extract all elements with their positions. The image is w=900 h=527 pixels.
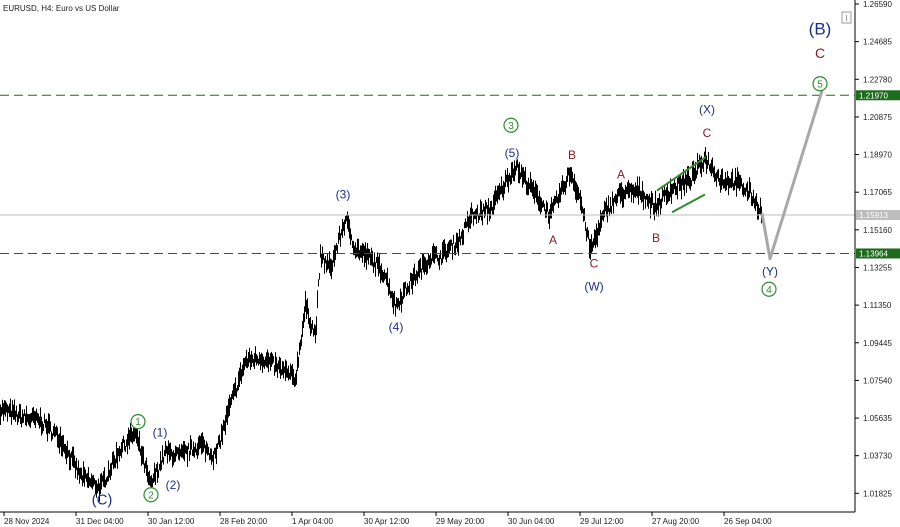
y-tick-label: 1.17065 — [863, 188, 892, 197]
wave-circle — [812, 76, 828, 92]
wave-circle — [130, 414, 146, 430]
y-tick-label: 1.05635 — [863, 414, 892, 423]
wave-label: (1) — [153, 426, 168, 440]
y-tick-label: 1.13255 — [863, 263, 892, 272]
level-price-label: 1.13964 — [859, 249, 888, 258]
y-tick-label: 1.22780 — [863, 75, 892, 84]
x-tick-label: 29 Jul 12:00 — [580, 517, 624, 526]
overlay-layer — [0, 90, 855, 261]
wave-label: 3 — [508, 121, 514, 132]
trend-line — [671, 193, 706, 214]
y-tick-label: 1.15160 — [863, 226, 892, 235]
y-tick-label: 1.24685 — [863, 38, 892, 47]
wave-labels: (C) 1 (1) (2) 2 (3) (4) 3 (5) A B C (W) A B (X) C (Y) 4 (B)… — [92, 19, 832, 508]
wave-label: (2) — [166, 478, 181, 492]
x-tick-label: 28 Feb 20:00 — [220, 517, 268, 526]
x-tick-label: 30 Apr 12:00 — [364, 517, 410, 526]
wave-label: 4 — [766, 285, 772, 296]
y-tick-label: 1.18970 — [863, 151, 892, 160]
price-series — [0, 146, 762, 502]
close-icon[interactable] — [841, 11, 852, 24]
x-tick-label: 29 May 20:00 — [436, 517, 485, 526]
y-tick-label: 1.01825 — [863, 489, 892, 498]
x-tick-label: 30 Jun 04:00 — [508, 517, 555, 526]
trend-line — [656, 156, 707, 192]
wave-label: (C) — [92, 492, 113, 509]
x-tick-label: 27 Aug 20:00 — [652, 517, 700, 526]
x-tick-label: 30 Jan 12:00 — [148, 517, 195, 526]
y-tick-label: 1.26590 — [863, 0, 892, 9]
y-tick-label: 1.09445 — [863, 339, 892, 348]
wave-label: C — [590, 257, 599, 271]
wave-label: (X) — [699, 102, 715, 116]
wave-label: A — [617, 168, 625, 182]
wave-label: (4) — [389, 320, 404, 334]
chart-title: EURUSD, H4: Euro vs US Dollar — [3, 4, 120, 13]
x-tick-label: 28 Nov 2024 — [4, 517, 50, 526]
x-tick-label: 26 Sep 04:00 — [724, 517, 772, 526]
wave-circle — [143, 487, 159, 503]
price-bars — [0, 146, 762, 502]
wave-label: 1 — [135, 417, 141, 428]
wave-label: A — [549, 233, 557, 247]
current-price-box — [856, 209, 900, 220]
x-tick-label: 31 Dec 04:00 — [76, 517, 124, 526]
wave-circle — [503, 117, 519, 133]
level-price-label: 1.21970 — [859, 91, 888, 100]
level-price-box — [856, 90, 900, 101]
wave-label: (5) — [505, 146, 520, 160]
level-price-box — [856, 248, 900, 259]
current-price-label: 1.15913 — [859, 211, 888, 220]
wave-label: B — [652, 231, 660, 245]
wave-label: (B) — [809, 19, 832, 38]
wave-label: (W) — [584, 279, 603, 293]
wave-label: B — [568, 148, 576, 162]
y-tick-label: 1.20875 — [863, 113, 892, 122]
y-tick-label: 1.03730 — [863, 452, 892, 461]
y-tick-label: 1.11350 — [863, 301, 892, 310]
y-tick-label: 1.07540 — [863, 376, 892, 385]
wave-label: (Y) — [762, 264, 778, 278]
wave-label: (3) — [336, 187, 351, 201]
wave-label: 2 — [148, 490, 154, 501]
wave-label: 5 — [817, 79, 823, 90]
projection-path — [760, 90, 824, 261]
wave-label: C — [815, 45, 825, 61]
wave-label: C — [703, 126, 712, 140]
wave-circle — [761, 281, 777, 297]
x-tick-label: 1 Apr 04:00 — [292, 517, 333, 526]
